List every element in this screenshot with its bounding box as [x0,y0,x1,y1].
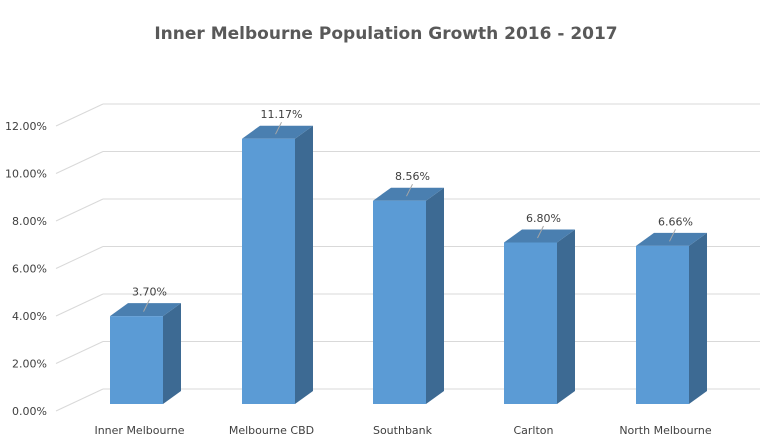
y-tick-label: 0.00% [12,405,47,418]
bar-side [295,125,313,405]
leader-line [406,183,413,197]
grid-line-diagonal [55,293,104,317]
bar-side [163,303,181,404]
bar-side [557,229,575,404]
y-tick-label: 6.00% [12,263,47,276]
bar [110,316,163,404]
bar [636,245,689,404]
y-tick-label: 12.00% [5,120,47,133]
leader-line [275,121,282,135]
grid-line-diagonal [55,103,104,127]
x-tick-label: Southbank [373,424,433,437]
x-tick-label: Melbourne CBD [229,424,314,437]
bar-side [689,232,707,404]
y-axis-ticks: 0.00% 2.00% 4.00% 6.00% 8.00% 10.00% 12.00% [5,120,47,418]
x-axis-ticks: Inner Melbourne Melbourne CBD Southbank Car… [94,424,711,437]
bar [242,138,295,404]
bar-top [110,303,181,317]
data-labels: 3.70% 11.17% 8.56% 6.80% 6.66% [132,108,693,312]
bar-side [426,187,444,404]
x-tick-label: Inner Melbourne [94,424,184,437]
data-label: 3.70% [132,286,167,299]
y-tick-label: 2.00% [12,358,47,371]
x-tick-label: North Melbourne [619,424,712,437]
data-label: 6.66% [658,215,693,228]
grid-line-diagonal [55,198,104,222]
grid-line-diagonal [55,341,104,364]
bar-top [504,229,575,243]
y-tick-label: 10.00% [5,168,47,181]
x-tick-label: Carlton [513,424,553,437]
bar [373,200,426,404]
bar-top [373,187,444,201]
leader-line [143,299,150,312]
leader-line [537,225,544,239]
y-tick-label: 4.00% [12,310,47,323]
bar [504,242,557,404]
grid-line-diagonal [55,246,104,269]
bar-top [636,232,707,246]
bars [110,125,707,405]
grid-line-diagonal [55,388,104,412]
data-label: 11.17% [261,108,303,121]
chart-title: Inner Melbourne Population Growth 2016 -… [154,24,618,44]
leader-line [669,229,676,242]
bar-top [242,125,313,139]
data-label: 6.80% [526,212,561,225]
data-label: 8.56% [395,170,430,183]
y-tick-label: 8.00% [12,215,47,228]
grid-line-diagonal [55,151,104,174]
